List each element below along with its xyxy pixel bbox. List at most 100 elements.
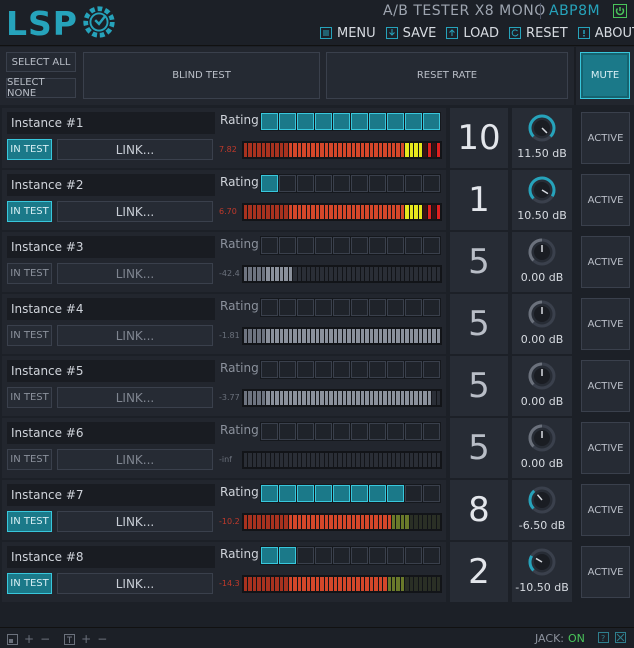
rating-star[interactable] <box>279 361 296 378</box>
about-button[interactable]: ABOUT <box>577 26 634 41</box>
rating-star[interactable] <box>369 485 386 502</box>
resize-icon[interactable] <box>615 632 626 643</box>
in-test-button[interactable]: IN TEST <box>7 573 52 594</box>
rating-star[interactable] <box>423 547 440 564</box>
active-button[interactable]: ACTIVE <box>581 112 630 164</box>
rating-star[interactable] <box>261 361 278 378</box>
rating-star[interactable] <box>333 299 350 316</box>
gain-knob[interactable] <box>527 361 557 391</box>
select-all-button[interactable]: SELECT ALL <box>6 52 76 72</box>
active-button[interactable]: ACTIVE <box>581 298 630 350</box>
rating-star[interactable] <box>405 485 422 502</box>
rating-star[interactable] <box>387 299 404 316</box>
rating-star[interactable] <box>387 547 404 564</box>
gain-knob[interactable] <box>527 485 557 515</box>
rating-stars[interactable] <box>260 422 441 441</box>
zoom-in-icon[interactable]: + <box>24 632 35 646</box>
link-button[interactable]: LINK... <box>57 139 213 160</box>
load-button[interactable]: LOAD <box>446 26 499 41</box>
save-button[interactable]: SAVE <box>385 26 436 41</box>
rating-star[interactable] <box>315 175 332 192</box>
rating-star[interactable] <box>279 299 296 316</box>
gain-knob[interactable] <box>527 423 557 453</box>
rating-star[interactable] <box>351 113 368 130</box>
font-smaller-icon[interactable]: − <box>97 632 108 646</box>
rating-star[interactable] <box>405 361 422 378</box>
link-button[interactable]: LINK... <box>57 325 213 346</box>
rating-star[interactable] <box>423 175 440 192</box>
rating-star[interactable] <box>333 485 350 502</box>
rating-star[interactable] <box>279 547 296 564</box>
rating-star[interactable] <box>315 237 332 254</box>
rating-star[interactable] <box>351 485 368 502</box>
rating-star[interactable] <box>315 361 332 378</box>
rating-star[interactable] <box>369 113 386 130</box>
rating-star[interactable] <box>297 237 314 254</box>
rating-star[interactable] <box>351 423 368 440</box>
active-button[interactable]: ACTIVE <box>581 484 630 536</box>
rating-star[interactable] <box>297 423 314 440</box>
rating-star[interactable] <box>423 113 440 130</box>
rating-stars[interactable] <box>260 546 441 565</box>
rating-star[interactable] <box>297 113 314 130</box>
in-test-button[interactable]: IN TEST <box>7 511 52 532</box>
rating-star[interactable] <box>261 547 278 564</box>
link-button[interactable]: LINK... <box>57 387 213 408</box>
in-test-button[interactable]: IN TEST <box>7 325 52 346</box>
rating-star[interactable] <box>315 113 332 130</box>
rating-star[interactable] <box>387 361 404 378</box>
rating-star[interactable] <box>405 237 422 254</box>
active-button[interactable]: ACTIVE <box>581 236 630 288</box>
rating-star[interactable] <box>387 237 404 254</box>
rating-star[interactable] <box>261 299 278 316</box>
rating-star[interactable] <box>297 299 314 316</box>
active-button[interactable]: ACTIVE <box>581 360 630 412</box>
rating-star[interactable] <box>261 113 278 130</box>
rating-star[interactable] <box>387 113 404 130</box>
rating-star[interactable] <box>405 175 422 192</box>
rating-star[interactable] <box>369 299 386 316</box>
rating-star[interactable] <box>261 175 278 192</box>
link-button[interactable]: LINK... <box>57 573 213 594</box>
rating-star[interactable] <box>351 361 368 378</box>
blind-test-button[interactable]: BLIND TEST <box>83 52 320 99</box>
rating-star[interactable] <box>351 299 368 316</box>
gain-knob[interactable] <box>527 175 557 205</box>
rating-star[interactable] <box>333 361 350 378</box>
rating-star[interactable] <box>297 547 314 564</box>
gain-knob[interactable] <box>527 547 557 577</box>
rating-star[interactable] <box>351 547 368 564</box>
select-none-button[interactable]: SELECT NONE <box>6 77 76 99</box>
rating-star[interactable] <box>333 423 350 440</box>
rating-star[interactable] <box>279 485 296 502</box>
rating-star[interactable] <box>261 237 278 254</box>
active-button[interactable]: ACTIVE <box>581 546 630 598</box>
rating-star[interactable] <box>261 485 278 502</box>
rating-star[interactable] <box>261 423 278 440</box>
gain-knob[interactable] <box>527 113 557 143</box>
in-test-button[interactable]: IN TEST <box>7 387 52 408</box>
rating-star[interactable] <box>387 175 404 192</box>
rating-star[interactable] <box>297 361 314 378</box>
rating-star[interactable] <box>423 237 440 254</box>
rating-stars[interactable] <box>260 360 441 379</box>
help-icon[interactable]: ? <box>598 632 609 643</box>
rating-star[interactable] <box>405 299 422 316</box>
rating-star[interactable] <box>387 423 404 440</box>
rating-star[interactable] <box>351 175 368 192</box>
rating-star[interactable] <box>369 175 386 192</box>
rating-star[interactable] <box>315 423 332 440</box>
reset-rate-button[interactable]: RESET RATE <box>326 52 568 99</box>
power-icon[interactable] <box>613 4 627 18</box>
rating-star[interactable] <box>423 423 440 440</box>
font-bigger-icon[interactable]: + <box>81 632 92 646</box>
in-test-button[interactable]: IN TEST <box>7 139 52 160</box>
in-test-button[interactable]: IN TEST <box>7 263 52 284</box>
window-icon[interactable] <box>7 633 18 645</box>
link-button[interactable]: LINK... <box>57 263 213 284</box>
rating-star[interactable] <box>423 299 440 316</box>
active-button[interactable]: ACTIVE <box>581 174 630 226</box>
rating-star[interactable] <box>369 547 386 564</box>
link-button[interactable]: LINK... <box>57 449 213 470</box>
rating-star[interactable] <box>315 547 332 564</box>
